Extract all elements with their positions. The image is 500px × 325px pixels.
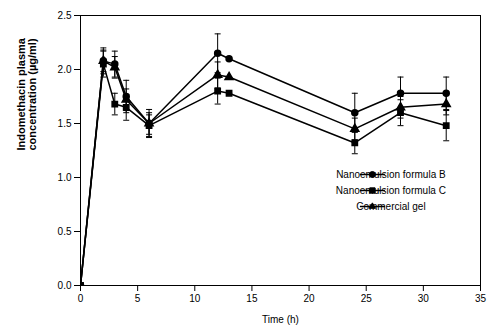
- svg-text:5: 5: [135, 293, 141, 304]
- svg-text:2.0: 2.0: [58, 64, 72, 75]
- svg-text:25: 25: [361, 293, 373, 304]
- svg-text:15: 15: [246, 293, 258, 304]
- svg-text:Nanoemulsion formula C: Nanoemulsion formula C: [336, 185, 446, 196]
- svg-text:20: 20: [304, 293, 316, 304]
- svg-text:Commercial gel: Commercial gel: [356, 201, 425, 212]
- svg-text:30: 30: [418, 293, 430, 304]
- svg-text:2.5: 2.5: [58, 10, 72, 21]
- svg-text:1.5: 1.5: [58, 118, 72, 129]
- svg-text:0.0: 0.0: [58, 280, 72, 291]
- svg-text:0: 0: [78, 293, 84, 304]
- svg-text:35: 35: [475, 293, 487, 304]
- svg-text:1.0: 1.0: [58, 172, 72, 183]
- svg-text:Nanoemulsion formula B: Nanoemulsion formula B: [336, 169, 446, 180]
- svg-text:Indomethacin plasmaconcentrati: Indomethacin plasmaconcentration (µg/ml): [15, 37, 38, 150]
- svg-text:0.5: 0.5: [58, 226, 72, 237]
- svg-text:Time (h): Time (h): [262, 314, 299, 325]
- svg-text:10: 10: [189, 293, 201, 304]
